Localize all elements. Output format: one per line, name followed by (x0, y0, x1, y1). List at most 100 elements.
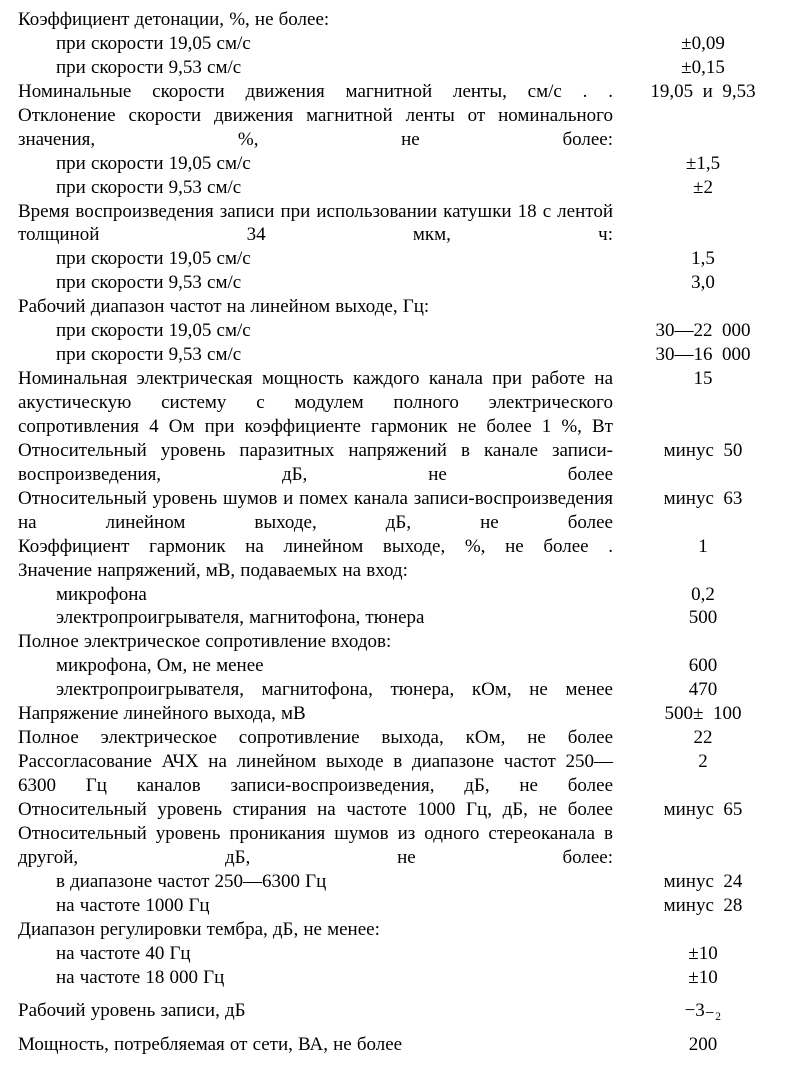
spec-value: ±10 (619, 966, 787, 990)
spec-heading-row: Коэффициент детонации, %, не более: (18, 8, 787, 32)
spec-value: минус 28 (619, 894, 787, 918)
spec-value: минус 50 (619, 439, 787, 463)
spec-label: Коэффициент гармоник на линейном выходе,… (18, 535, 619, 559)
spec-label: Диапазон регулировки тембра, дБ, не мене… (18, 918, 619, 942)
spec-row: Относительный уровень шумов и помех кана… (18, 487, 787, 535)
spacer (18, 989, 787, 999)
spec-value: 22 (619, 726, 787, 750)
spec-label: Относительный уровень паразитных напряже… (18, 439, 619, 487)
spec-sub-row: в диапазоне частот 250—6300 Гцминус 24 (18, 870, 787, 894)
spec-label: Относительный уровень проникания шумов и… (18, 822, 619, 870)
spec-value: 19,05 и 9,53 (619, 80, 787, 104)
spec-row: Полное электрическое сопротивление выход… (18, 726, 787, 750)
spec-sub-row: на частоте 40 Гц±10 (18, 942, 787, 966)
spec-sub-row: микрофона0,2 (18, 583, 787, 607)
spec-value: 2 (619, 750, 787, 774)
spec-value: ±0,15 (619, 56, 787, 80)
spec-value: 0,2 (619, 583, 787, 607)
spec-label: Рассогласование АЧХ на линейном выходе в… (18, 750, 619, 798)
spec-sub-row: при скорости 9,53 см/с3,0 (18, 271, 787, 295)
spec-sub-row: на частоте 1000 Гцминус 28 (18, 894, 787, 918)
spec-value: 200 (619, 1033, 787, 1057)
spec-sub-row: электропроигрывателя, магнитофона, тюнер… (18, 678, 787, 702)
spec-value: 500 (619, 606, 787, 630)
spec-value: 470 (619, 678, 787, 702)
spec-label: Номинальная электрическая мощность каждо… (18, 367, 619, 439)
spec-label: Время воспроизведения записи при использ… (18, 200, 619, 248)
spec-row: Напряжение линейного выхода, мВ500± 100 (18, 702, 787, 726)
spec-label: Относительный уровень шумов и помех кана… (18, 487, 619, 535)
spec-value: 500± 100 (619, 702, 787, 726)
spec-label: Напряжение линейного выхода, мВ (18, 702, 619, 726)
spec-label: Полное электрическое сопротивление входо… (18, 630, 619, 654)
spec-label: микрофона, Ом, не менее (56, 654, 619, 678)
spec-row: Рассогласование АЧХ на линейном выходе в… (18, 750, 787, 798)
spec-text-block: Коэффициент детонации, %, не более:при с… (18, 8, 787, 1057)
spec-label: электропроигрывателя, магнитофона, тюнер… (56, 678, 619, 702)
spec-row: Относительный уровень паразитных напряже… (18, 439, 787, 487)
spec-label: Номинальные скорости движения магнитной … (18, 80, 619, 104)
spec-value: 1 (619, 535, 787, 559)
spec-label: микрофона (56, 583, 619, 607)
spec-label: при скорости 9,53 см/с (56, 56, 619, 80)
spec-value: 3,0 (619, 271, 787, 295)
spec-value: ±1,5 (619, 152, 787, 176)
spec-label: Коэффициент детонации, %, не более: (18, 8, 619, 32)
spec-heading-row: Рабочий диапазон частот на линейном выхо… (18, 295, 787, 319)
spec-value: 15 (619, 367, 787, 391)
spec-label: при скорости 19,05 см/с (56, 152, 619, 176)
spec-value: 30—16 000 (619, 343, 787, 367)
spec-value: ±10 (619, 942, 787, 966)
spec-label: Рабочий уровень записи, дБ (18, 999, 619, 1023)
spec-sub-row: на частоте 18 000 Гц±10 (18, 966, 787, 990)
spec-row: Относительный уровень стирания на частот… (18, 798, 787, 822)
spec-sub-row: при скорости 19,05 см/с±0,09 (18, 32, 787, 56)
spec-value: ±2 (619, 176, 787, 200)
spec-row: Номинальные скорости движения магнитной … (18, 80, 787, 104)
spec-label: Полное электрическое сопротивление выход… (18, 726, 619, 750)
spec-value: 1,5 (619, 247, 787, 271)
spacer (18, 1023, 787, 1033)
spec-row: Номинальная электрическая мощность каждо… (18, 367, 787, 439)
spec-sub-row: при скорости 19,05 см/с30—22 000 (18, 319, 787, 343)
spec-row: Мощность, потребляемая от сети, ВА, не б… (18, 1033, 787, 1057)
spec-sub-row: при скорости 9,53 см/с±2 (18, 176, 787, 200)
spec-heading-row: Значение напряжений, мВ, подаваемых на в… (18, 559, 787, 583)
spec-label: Относительный уровень стирания на частот… (18, 798, 619, 822)
spec-value: минус 65 (619, 798, 787, 822)
spec-value: минус 63 (619, 487, 787, 511)
spec-sub-row: электропроигрывателя, магнитофона, тюнер… (18, 606, 787, 630)
spec-label: в диапазоне частот 250—6300 Гц (56, 870, 619, 894)
spec-value: 600 (619, 654, 787, 678)
spec-label: электропроигрывателя, магнитофона, тюнер… (56, 606, 619, 630)
spec-row: Коэффициент гармоник на линейном выходе,… (18, 535, 787, 559)
spec-label: при скорости 9,53 см/с (56, 271, 619, 295)
spec-sub-row: при скорости 9,53 см/с±0,15 (18, 56, 787, 80)
spec-sub-row: при скорости 19,05 см/с1,5 (18, 247, 787, 271)
spec-label: при скорости 9,53 см/с (56, 176, 619, 200)
spec-heading-row: Отклонение скорости движения магнитной л… (18, 104, 787, 152)
spec-sub-row: при скорости 19,05 см/с±1,5 (18, 152, 787, 176)
spec-label: при скорости 19,05 см/с (56, 32, 619, 56)
spec-value: минус 24 (619, 870, 787, 894)
spec-label: на частоте 18 000 Гц (56, 966, 619, 990)
spec-label: на частоте 1000 Гц (56, 894, 619, 918)
spec-sub-row: при скорости 9,53 см/с30—16 000 (18, 343, 787, 367)
spec-sub-row: микрофона, Ом, не менее600 (18, 654, 787, 678)
spec-heading-row: Относительный уровень проникания шумов и… (18, 822, 787, 870)
spec-heading-row: Полное электрическое сопротивление входо… (18, 630, 787, 654)
spec-heading-row: Диапазон регулировки тембра, дБ, не мене… (18, 918, 787, 942)
spec-label: Рабочий диапазон частот на линейном выхо… (18, 295, 619, 319)
spec-value: −3₋₂ (619, 999, 787, 1023)
spec-label: Отклонение скорости движения магнитной л… (18, 104, 619, 152)
spec-label: при скорости 9,53 см/с (56, 343, 619, 367)
spec-value: ±0,09 (619, 32, 787, 56)
spec-value: 30—22 000 (619, 319, 787, 343)
spec-label: Мощность, потребляемая от сети, ВА, не б… (18, 1033, 619, 1057)
spec-heading-row: Время воспроизведения записи при использ… (18, 200, 787, 248)
spec-label: на частоте 40 Гц (56, 942, 619, 966)
spec-label: при скорости 19,05 см/с (56, 319, 619, 343)
spec-label: при скорости 19,05 см/с (56, 247, 619, 271)
spec-label: Значение напряжений, мВ, подаваемых на в… (18, 559, 619, 583)
spec-row: Рабочий уровень записи, дБ−3₋₂ (18, 999, 787, 1023)
